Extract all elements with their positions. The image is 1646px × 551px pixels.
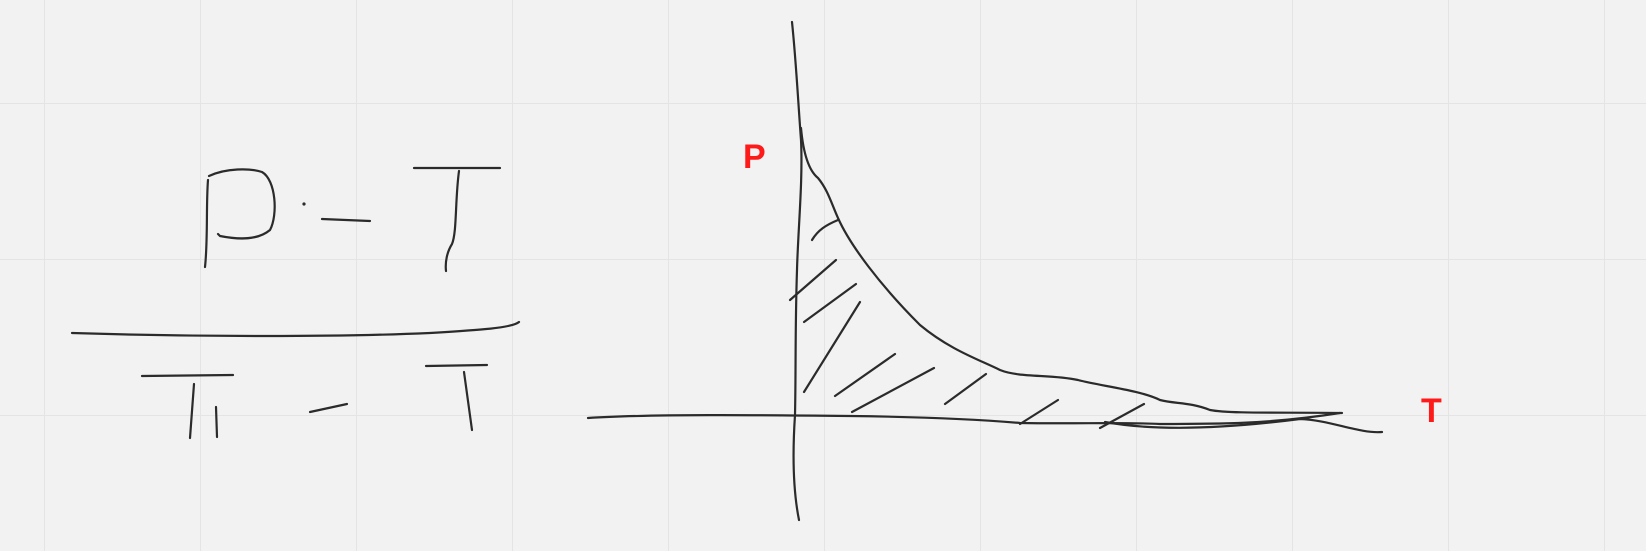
numerator-letter-p — [205, 169, 275, 267]
hatch-line — [1020, 400, 1058, 424]
denominator — [142, 365, 487, 438]
pt-graph: P T — [588, 22, 1442, 520]
hatch-line — [812, 220, 838, 240]
denominator-t1-top — [142, 375, 233, 376]
numerator-dot — [302, 202, 305, 205]
pt-curve — [801, 128, 1342, 413]
shading-hatch — [790, 220, 1144, 428]
handwritten-fraction — [72, 168, 519, 438]
x-axis — [588, 413, 1340, 424]
hatch-line — [945, 374, 986, 404]
hatch-line — [804, 284, 856, 322]
pt-curve-tail — [1105, 419, 1382, 432]
y-axis — [792, 22, 801, 520]
denominator-letter-t — [426, 365, 487, 430]
denominator-minus — [310, 404, 347, 412]
denominator-t1-stem — [190, 384, 194, 438]
x-axis-label: T — [1421, 392, 1442, 430]
fraction-bar — [72, 322, 519, 336]
numerator-letter-t — [414, 168, 500, 271]
denominator-t1-subscript — [216, 407, 217, 437]
numerator — [205, 168, 500, 271]
hatch-line — [835, 354, 895, 396]
numerator-minus — [322, 219, 370, 221]
y-axis-label: P — [743, 138, 766, 176]
